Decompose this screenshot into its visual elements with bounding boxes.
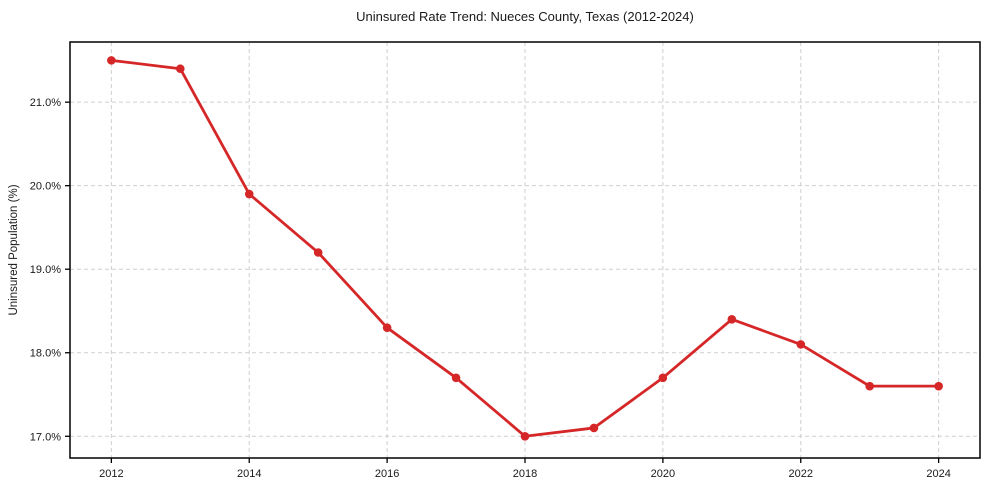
data-point bbox=[727, 315, 737, 324]
x-tick-label: 2016 bbox=[375, 468, 399, 480]
x-tick-label: 2024 bbox=[926, 468, 950, 480]
x-tick-label: 2012 bbox=[99, 468, 123, 480]
y-tick-label: 17.0% bbox=[30, 431, 61, 443]
data-point bbox=[589, 423, 599, 433]
data-point bbox=[244, 189, 254, 199]
data-point bbox=[865, 381, 874, 391]
data-point bbox=[796, 340, 806, 349]
x-tick-label: 2018 bbox=[513, 468, 537, 480]
x-tick-label: 2022 bbox=[789, 468, 813, 480]
data-point bbox=[176, 64, 185, 74]
chart-title: Uninsured Rate Trend: Nueces County, Tex… bbox=[356, 9, 694, 24]
data-point bbox=[107, 56, 116, 65]
y-tick-label: 18.0% bbox=[30, 348, 61, 360]
data-point bbox=[520, 431, 530, 441]
x-tick-label: 2020 bbox=[651, 468, 675, 480]
y-tick-label: 20.0% bbox=[30, 181, 61, 193]
data-point bbox=[451, 373, 461, 383]
data-point bbox=[313, 248, 323, 257]
y-tick-label: 21.0% bbox=[30, 97, 61, 109]
data-point bbox=[382, 323, 392, 332]
y-tick-label: 19.0% bbox=[30, 264, 61, 276]
x-tick-label: 2014 bbox=[237, 468, 261, 480]
data-point bbox=[934, 381, 943, 391]
data-point bbox=[658, 373, 668, 383]
